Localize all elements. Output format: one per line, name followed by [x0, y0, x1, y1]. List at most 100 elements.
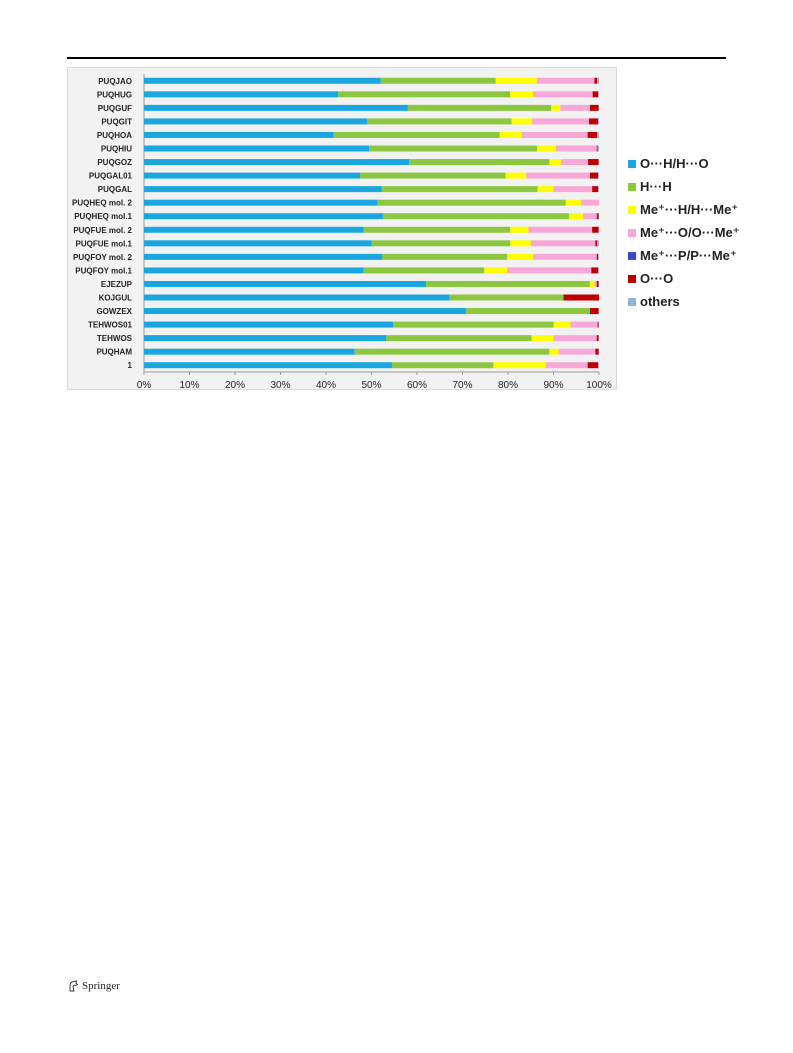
bar-segment [555, 145, 597, 152]
bar-segment [144, 240, 372, 247]
bar-segment [363, 267, 485, 274]
bar-segment [596, 335, 599, 342]
bar-segment [393, 321, 554, 328]
bar-segment [144, 91, 339, 98]
bar-segment [592, 226, 599, 233]
bar-segment [587, 131, 598, 138]
bar-segment [591, 267, 599, 274]
bar-segment [369, 145, 538, 152]
bar-segment [596, 145, 598, 152]
bar-segment [598, 186, 599, 193]
bar-segment [533, 91, 593, 98]
bar-segment [144, 77, 381, 84]
bar-segment [371, 240, 511, 247]
bar-segment [553, 335, 597, 342]
bar-segment [597, 77, 599, 84]
bar-segment [144, 294, 450, 301]
bar-segment [449, 294, 564, 301]
bar-segment [545, 362, 588, 369]
bar-segment [597, 240, 599, 247]
bar-segment [144, 145, 370, 152]
bar-segment [366, 118, 512, 125]
bar-segment [144, 118, 367, 125]
x-tick-label: 30% [270, 380, 290, 390]
bar-segment [560, 159, 589, 166]
bar-segment [144, 159, 410, 166]
bar-segment [144, 131, 334, 138]
bar-segment [354, 348, 550, 355]
x-tick-label: 0% [137, 380, 152, 390]
legend-label: Me⁺···H/H···Me⁺ [640, 202, 739, 217]
bar-segment [583, 213, 597, 220]
bar-segment [526, 172, 590, 179]
legend-label: O···O [640, 271, 674, 286]
x-tick-label: 10% [179, 380, 199, 390]
category-label: TEHWOS01 [88, 321, 133, 330]
bar-segment [144, 213, 383, 220]
bar-segment [553, 321, 571, 328]
bar-segment [381, 186, 538, 193]
category-label: PUQJAO [98, 77, 132, 86]
legend-label: Me⁺···O/O···Me⁺ [640, 225, 740, 240]
category-label: 1 [128, 361, 133, 370]
category-label: PUQGAL [98, 185, 132, 194]
bar-segment [144, 253, 382, 260]
bar-segment [537, 145, 556, 152]
bar-segment [589, 104, 599, 111]
category-label: PUQHEQ mol.1 [74, 212, 132, 221]
bar-segment [466, 308, 590, 315]
legend-label: O···H/H···O [640, 156, 709, 171]
bar-segment [144, 267, 364, 274]
category-label: GOWZEX [96, 307, 132, 316]
bar-segment [144, 335, 387, 342]
bar-segment [598, 362, 599, 369]
bar-segment [589, 308, 599, 315]
bar-segment [597, 145, 599, 152]
publisher-name: Springer [82, 980, 120, 992]
legend-label: others [640, 294, 680, 309]
bar-segment [333, 131, 500, 138]
bar-segment [377, 199, 566, 206]
bar-segment [598, 172, 599, 179]
category-label: PUQGOZ [97, 158, 132, 167]
category-label: PUQHOA [97, 131, 132, 140]
bar-segment [144, 280, 427, 287]
bar-segment [595, 240, 598, 247]
legend-swatch [628, 252, 636, 260]
bar-segment [598, 91, 599, 98]
bar-segment [144, 308, 467, 315]
bar-segment [589, 280, 595, 287]
bar-segment [598, 267, 599, 274]
bar-segment [338, 91, 511, 98]
bar-segment [598, 118, 599, 125]
bar-segment [580, 199, 599, 206]
bar-segment [592, 91, 599, 98]
bar-segment [507, 253, 534, 260]
bar-segment [493, 362, 546, 369]
category-label: PUQHEQ mol. 2 [72, 199, 133, 208]
bar-segment [560, 104, 590, 111]
bar-segment [595, 348, 599, 355]
bar-segment [484, 267, 508, 274]
x-tick-label: 70% [452, 380, 472, 390]
legend-label: H···H [640, 179, 672, 194]
bar-segment [589, 172, 599, 179]
legend-swatch [628, 160, 636, 168]
category-label: PUQHIU [101, 145, 132, 154]
springer-horse-icon [69, 980, 79, 992]
bar-segment [510, 240, 531, 247]
bar-segment [549, 159, 561, 166]
bar-segment [568, 213, 584, 220]
bar-segment [426, 280, 590, 287]
bar-segment [565, 199, 581, 206]
category-label: PUQFOY mol.1 [75, 266, 132, 275]
category-label: KOJGUL [99, 294, 132, 303]
bar-segment [144, 362, 392, 369]
x-tick-label: 20% [225, 380, 245, 390]
category-label: PUQGAL01 [89, 172, 133, 181]
bar-segment [409, 159, 550, 166]
category-label: PUQGIT [101, 117, 132, 126]
category-label: PUQGUF [98, 104, 132, 113]
bar-segment [594, 77, 598, 84]
bar-segment [596, 253, 599, 260]
